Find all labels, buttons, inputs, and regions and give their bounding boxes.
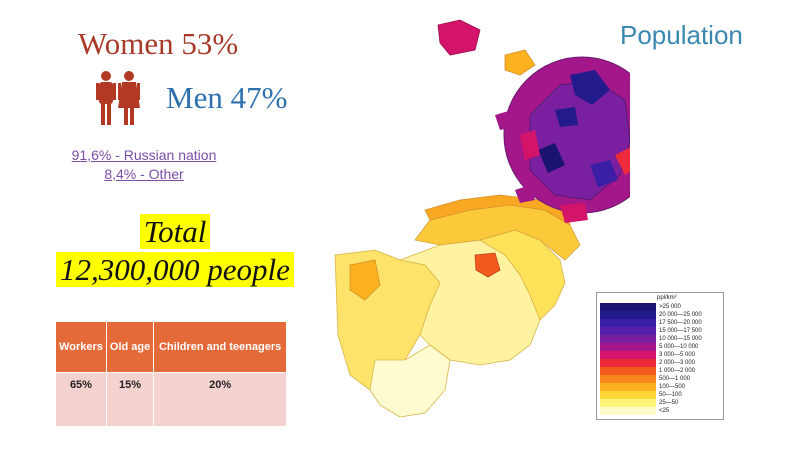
legend-header: ppl/km² bbox=[657, 295, 677, 301]
other-nation-link[interactable]: 8,4% - Other bbox=[104, 166, 184, 182]
map-city-dark-4 bbox=[555, 107, 578, 127]
map-city-dark-1 bbox=[570, 70, 610, 105]
legend-swatch bbox=[600, 327, 656, 335]
legend-label: 50—100 bbox=[659, 392, 682, 398]
map-fragment-north bbox=[437, 19, 481, 56]
legend-label: 17 500—20 000 bbox=[659, 320, 702, 326]
legend-label: 20 000—25 000 bbox=[659, 312, 702, 318]
map-region-orange-band bbox=[424, 194, 571, 226]
legend-label: 15 000—17 500 bbox=[659, 328, 702, 334]
legend-swatch bbox=[600, 359, 656, 367]
legend-label: 25—50 bbox=[659, 400, 679, 406]
nationality-block: 91,6% - Russian nation 8,4% - Other bbox=[58, 146, 230, 184]
map-region-south-tip bbox=[369, 344, 451, 418]
legend-label: 100—500 bbox=[659, 384, 686, 390]
women-percentage: Women 53% bbox=[78, 26, 239, 61]
legend-label: 10 000—15 000 bbox=[659, 336, 702, 342]
legend-swatch bbox=[600, 383, 656, 391]
legend-label: 2 000—3 000 bbox=[659, 360, 696, 366]
legend-swatch bbox=[600, 399, 656, 407]
value-children: 20% bbox=[153, 372, 287, 427]
legend-swatch bbox=[600, 319, 656, 327]
legend-swatch bbox=[600, 407, 656, 415]
legend-swatch bbox=[600, 351, 656, 359]
russian-nation-link[interactable]: 91,6% - Russian nation bbox=[71, 147, 217, 163]
legend-swatch bbox=[600, 391, 656, 399]
total-label: Total bbox=[139, 214, 211, 249]
value-workers: 65% bbox=[55, 372, 107, 427]
legend-swatch bbox=[600, 343, 656, 351]
people-icon bbox=[96, 71, 140, 125]
map-region-west-orange bbox=[349, 259, 381, 301]
map-fragment-south-city bbox=[515, 185, 535, 203]
legend-swatch bbox=[600, 311, 656, 319]
map-city-red-2 bbox=[615, 147, 630, 175]
map-city-dark-3 bbox=[590, 160, 618, 187]
legend-label: 3 000—5 000 bbox=[659, 352, 696, 358]
men-percentage: Men 47% bbox=[166, 80, 288, 115]
legend-label: 5 000—10 000 bbox=[659, 344, 699, 350]
map-region-orange-small bbox=[474, 252, 501, 278]
map-legend: ppl/km² >25 000 20 000—25 000 17 500—20 00… bbox=[596, 292, 724, 420]
map-fragment-west bbox=[495, 110, 515, 130]
header-old-age: Old age bbox=[105, 321, 155, 373]
total-population: Total 12,300,000 people bbox=[50, 213, 300, 289]
legend-label: <25 bbox=[659, 408, 670, 414]
legend-label: >25 000 bbox=[659, 304, 681, 310]
legend-swatch bbox=[600, 303, 656, 311]
population-density-map bbox=[334, 19, 630, 418]
map-title: Population bbox=[620, 20, 743, 50]
map-city-red-3 bbox=[560, 203, 588, 223]
legend-swatch bbox=[600, 335, 656, 343]
total-value: 12,300,000 people bbox=[56, 252, 294, 287]
map-fragment-north-west bbox=[504, 49, 536, 76]
map-city-dark-2 bbox=[538, 143, 565, 173]
header-children: Children and teenagers bbox=[153, 321, 287, 373]
value-old-age: 15% bbox=[105, 372, 155, 427]
map-city-red-1 bbox=[520, 130, 540, 160]
legend-label: 500—1 000 bbox=[659, 376, 691, 382]
age-structure-table: Workers Old age Children and teenagers 6… bbox=[55, 321, 287, 427]
legend-label: 1 000—2 000 bbox=[659, 368, 696, 374]
header-workers: Workers bbox=[55, 321, 107, 373]
legend-swatch bbox=[600, 375, 656, 383]
legend-swatch bbox=[600, 367, 656, 375]
